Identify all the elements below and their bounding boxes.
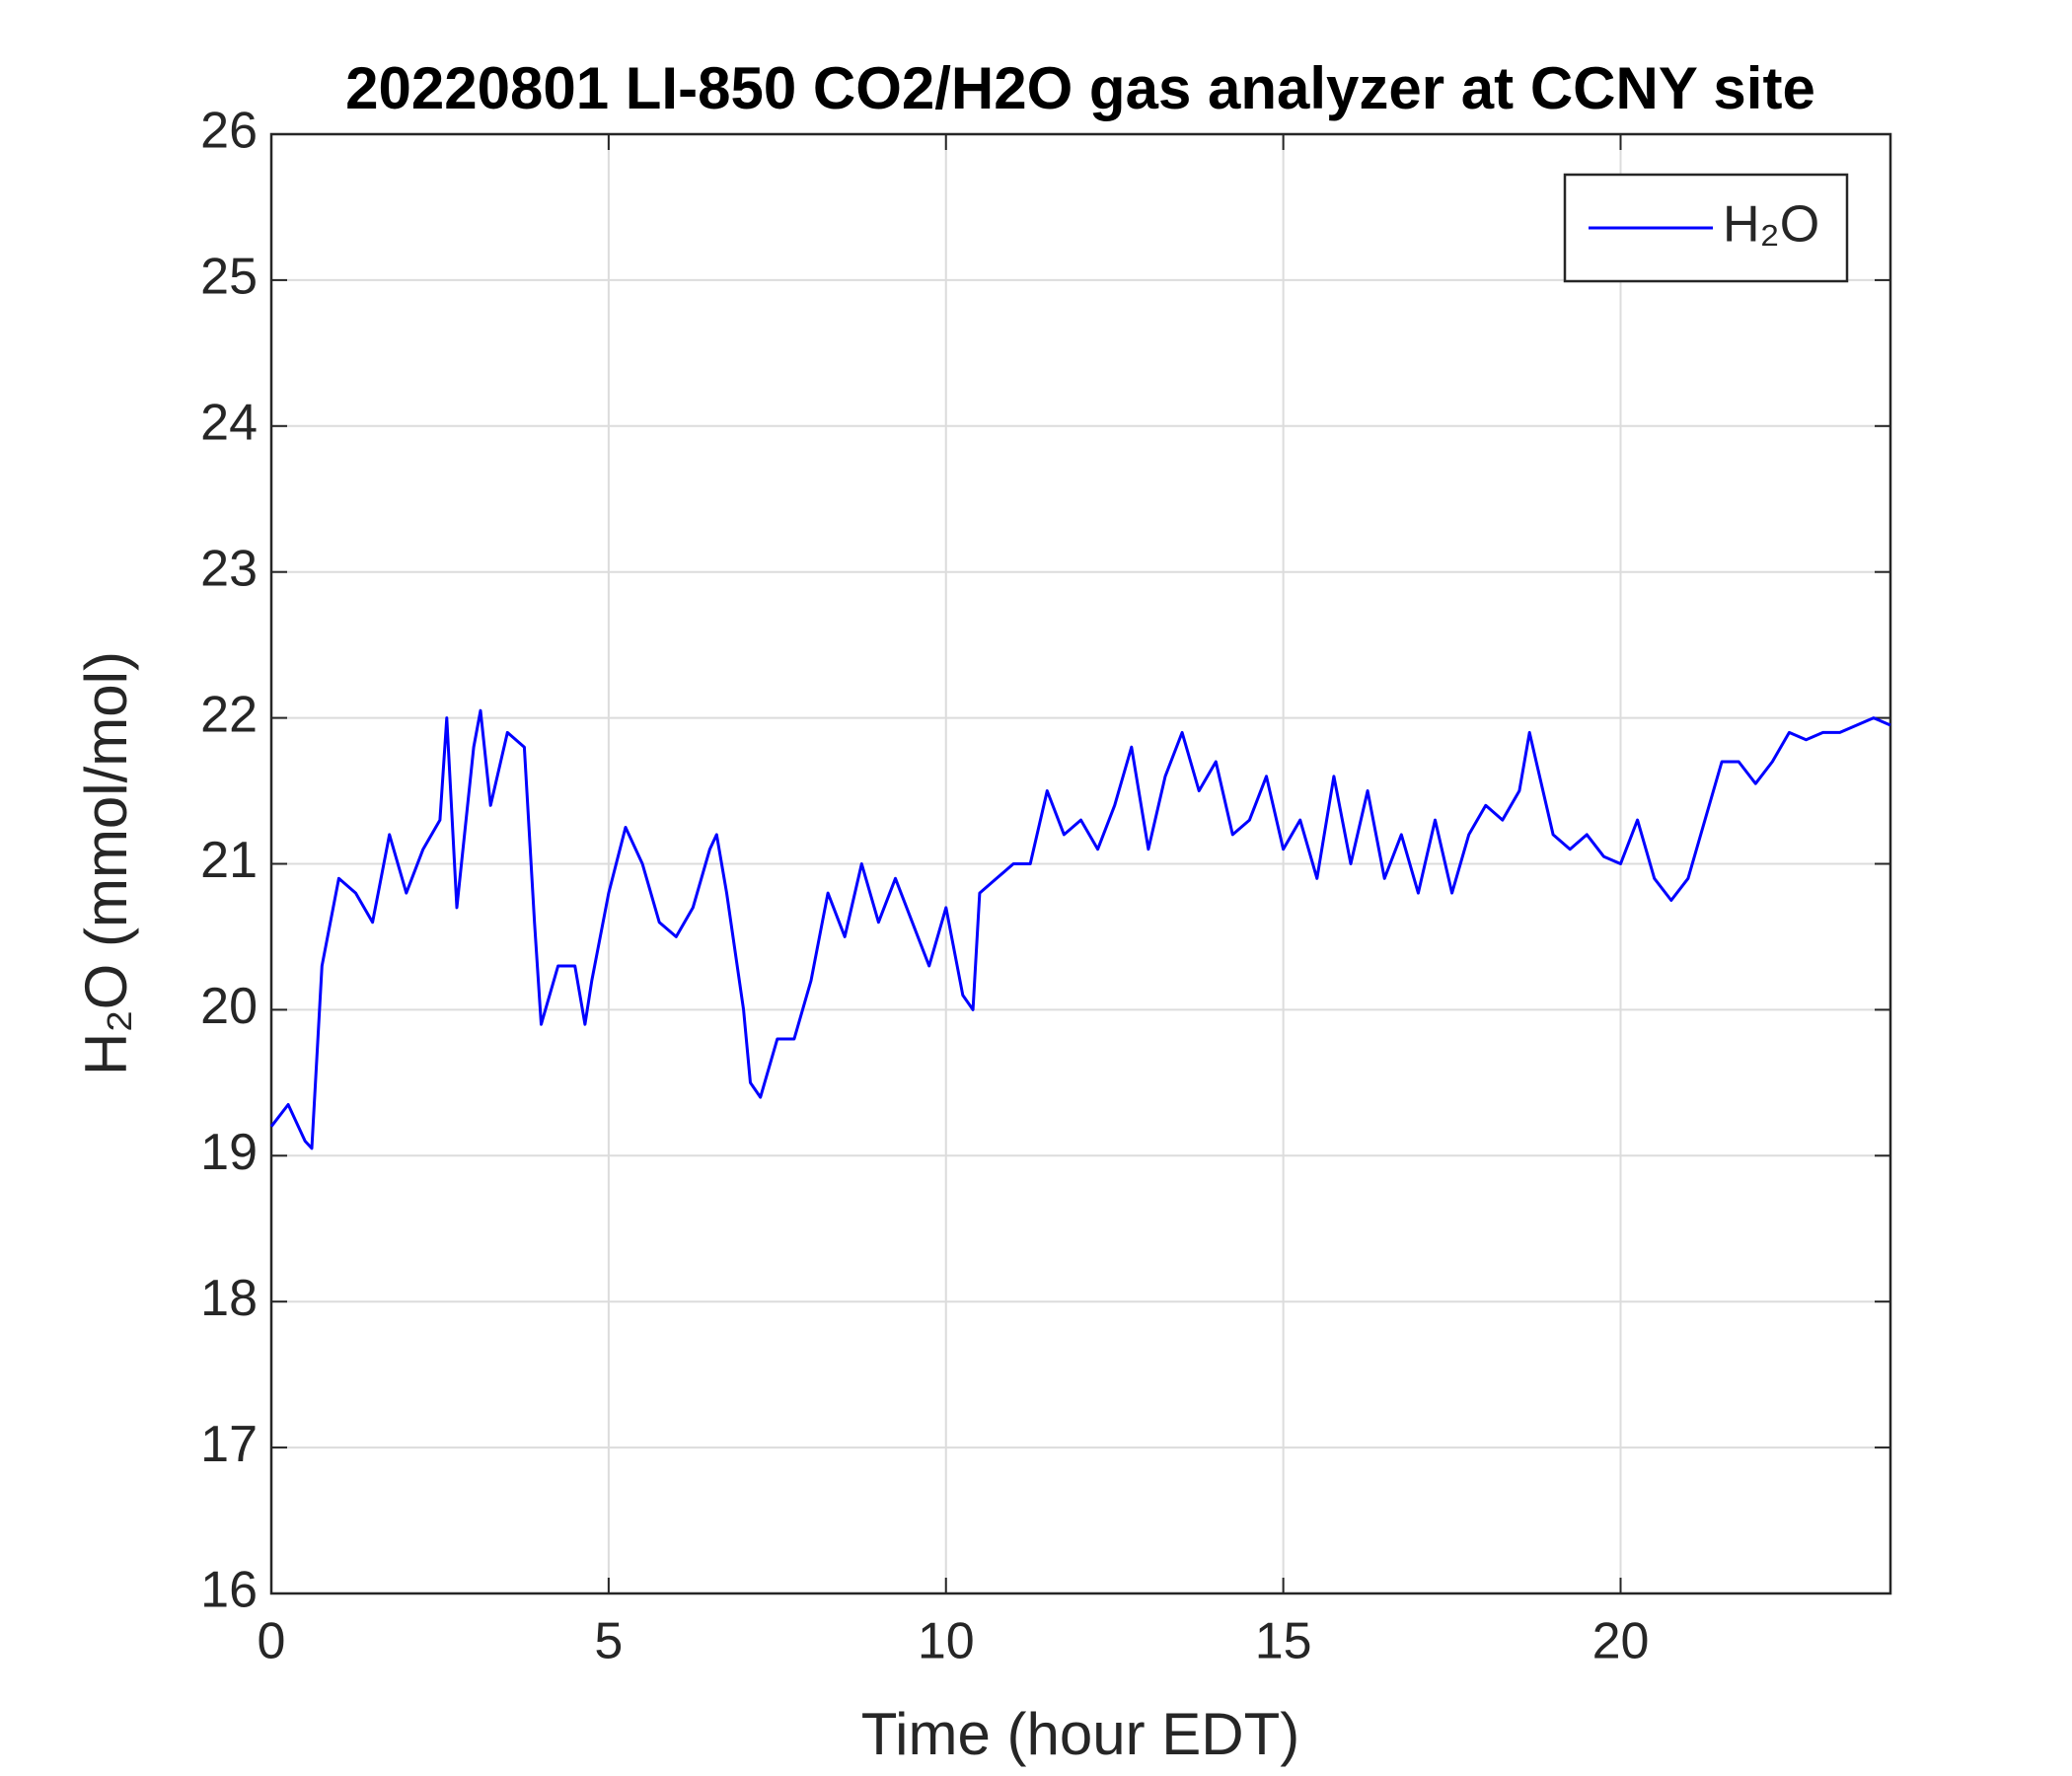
chart-title: 20220801 LI-850 CO2/H2O gas analyzer at … <box>345 55 1815 121</box>
x-tick-label: 5 <box>594 1613 623 1670</box>
x-axis-label: Time (hour EDT) <box>861 1701 1300 1767</box>
y-tick-label: 23 <box>200 540 258 597</box>
y-tick-label: 20 <box>200 978 258 1035</box>
y-tick-label: 19 <box>200 1124 258 1181</box>
y-tick-label: 18 <box>200 1270 258 1327</box>
data-line <box>269 708 1891 1150</box>
y-tick-label: 24 <box>200 395 258 452</box>
y-tick-label: 25 <box>200 249 258 306</box>
plot-frame <box>269 132 1892 1595</box>
x-tick-label: 20 <box>1592 1613 1650 1670</box>
y-tick-label: 26 <box>200 103 258 160</box>
x-tick-label: 0 <box>258 1613 286 1670</box>
y-tick-label: 22 <box>200 686 258 743</box>
y-tick-label: 21 <box>200 832 258 889</box>
y-tick-label: 17 <box>200 1416 258 1473</box>
x-tick-label: 10 <box>918 1613 975 1670</box>
x-tick-label: 15 <box>1255 1613 1312 1670</box>
y-axis-label: H₂O (mmol/mol) <box>73 651 139 1075</box>
y-tick-label: 16 <box>200 1562 258 1619</box>
legend-label: H₂O <box>1723 196 1819 254</box>
